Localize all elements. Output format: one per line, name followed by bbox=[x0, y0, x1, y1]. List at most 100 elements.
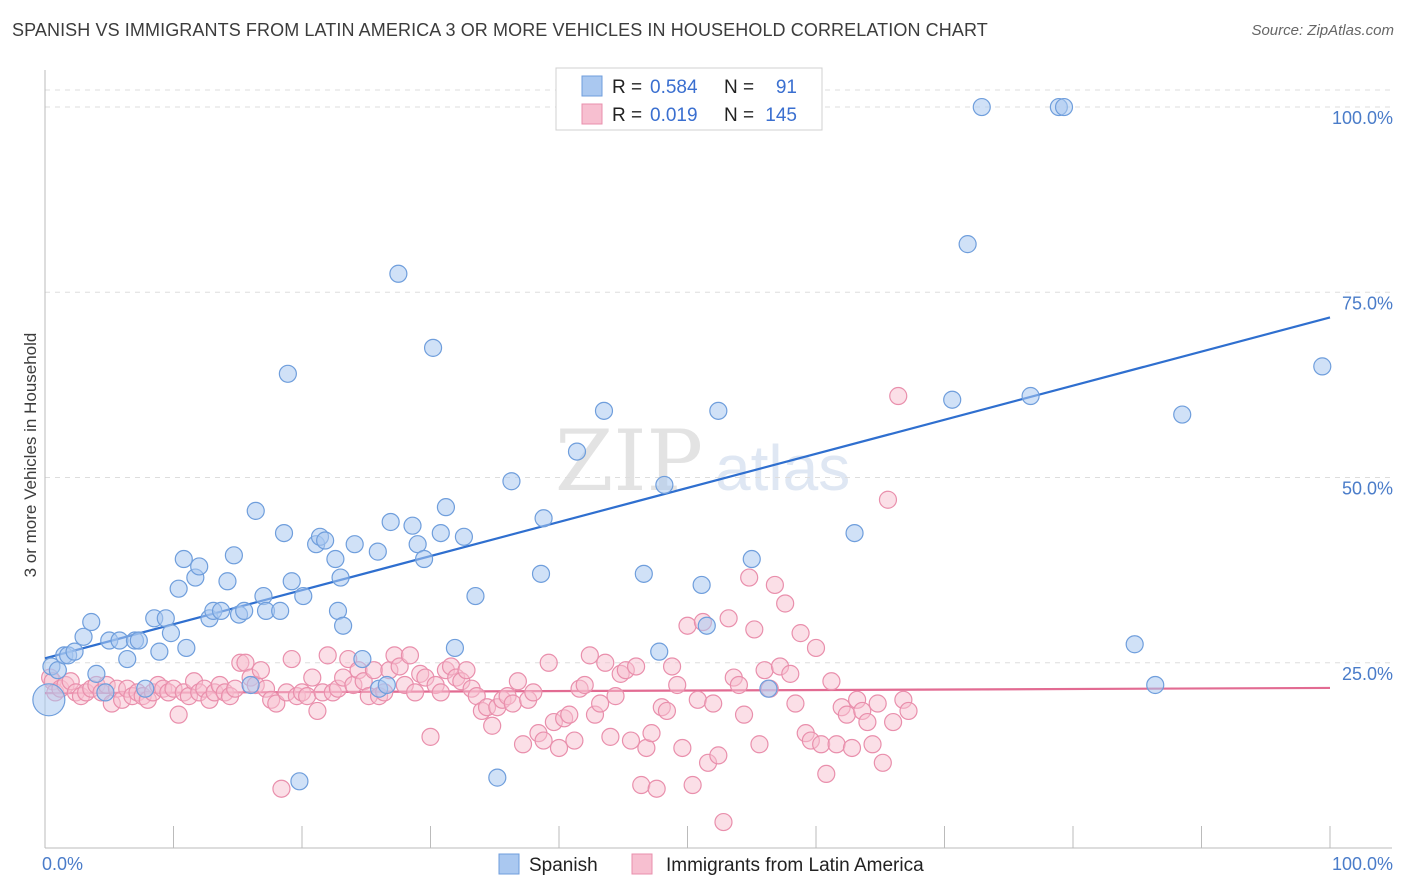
spanish-point bbox=[488, 768, 507, 787]
spanish-point bbox=[650, 642, 669, 661]
latin-point bbox=[683, 775, 702, 795]
latin-point bbox=[765, 575, 784, 595]
latin-point bbox=[873, 753, 892, 772]
latin-point bbox=[272, 779, 291, 798]
bottom-legend-latin: Immigrants from Latin America bbox=[666, 855, 924, 876]
latin-point bbox=[431, 683, 450, 702]
spanish-point bbox=[345, 535, 364, 554]
latin-point bbox=[298, 687, 317, 706]
axes bbox=[44, 70, 1392, 849]
spanish-point bbox=[759, 679, 778, 698]
tick-labels: 25.0% 50.0% 75.0% 100.0% 0.0% 100.0% bbox=[42, 108, 1393, 874]
latin-point bbox=[740, 568, 759, 587]
y-tick-label: 100.0% bbox=[1332, 108, 1393, 128]
latin-point bbox=[282, 649, 301, 669]
spanish-point bbox=[82, 612, 101, 632]
spanish-point bbox=[169, 579, 188, 598]
spanish-point bbox=[96, 683, 115, 702]
legend-r-value-spanish: 0.584 bbox=[650, 77, 698, 98]
spanish-point bbox=[177, 638, 196, 658]
spanish-point bbox=[531, 564, 551, 583]
spanish-point bbox=[414, 549, 434, 569]
spanish-point bbox=[403, 516, 422, 535]
spanish-point bbox=[368, 542, 387, 561]
latin-point bbox=[678, 616, 697, 635]
spanish-point bbox=[278, 364, 297, 383]
bottom-legend-swatch-latin bbox=[631, 853, 653, 875]
spanish-point bbox=[235, 601, 254, 620]
spanish-point bbox=[431, 523, 450, 543]
latin-point bbox=[842, 738, 862, 758]
latin-point bbox=[822, 672, 841, 691]
spanish-point bbox=[271, 601, 290, 620]
spanish-point bbox=[1146, 675, 1165, 695]
spanish-point bbox=[655, 475, 674, 495]
spanish-point bbox=[692, 575, 711, 595]
latin-point bbox=[704, 694, 723, 713]
latin-point bbox=[580, 646, 599, 665]
spanish-point bbox=[254, 586, 273, 606]
spanish-point bbox=[567, 442, 587, 461]
latin-point bbox=[776, 594, 795, 613]
legend-r-label-latin: R = bbox=[612, 105, 642, 126]
latin-point bbox=[626, 657, 646, 676]
spanish-point bbox=[326, 549, 345, 569]
spanish-point bbox=[246, 501, 265, 520]
latin-point bbox=[513, 735, 533, 754]
latin-point bbox=[883, 712, 903, 732]
latin-point bbox=[642, 724, 661, 743]
latin-point bbox=[786, 694, 805, 713]
latin-point bbox=[688, 690, 707, 709]
latin-point bbox=[632, 775, 651, 795]
latin-point bbox=[719, 609, 738, 628]
spanish-point bbox=[1173, 405, 1192, 424]
spanish-point bbox=[241, 675, 260, 695]
spanish-point bbox=[334, 616, 353, 635]
spanish-point bbox=[150, 642, 169, 661]
latin-point bbox=[673, 738, 692, 758]
chart-title: SPANISH VS IMMIGRANTS FROM LATIN AMERICA… bbox=[12, 20, 988, 40]
spanish-point bbox=[709, 401, 728, 420]
latin-point bbox=[524, 683, 543, 702]
spanish-point bbox=[224, 546, 243, 565]
spanish-point bbox=[87, 664, 106, 683]
latin-point bbox=[750, 735, 769, 754]
latin-point bbox=[858, 712, 877, 732]
spanish-point bbox=[136, 679, 155, 698]
y-axis-label: 3 or more Vehicles in Household bbox=[21, 333, 40, 578]
spanish-point bbox=[845, 523, 864, 543]
latin-point bbox=[390, 657, 409, 676]
latin-point bbox=[508, 672, 527, 691]
spanish-point bbox=[211, 601, 231, 620]
spanish-point bbox=[454, 527, 474, 546]
legend-swatch-latin bbox=[581, 103, 603, 125]
spanish-point bbox=[129, 631, 148, 650]
latin-point bbox=[889, 386, 908, 406]
latin-point bbox=[539, 653, 558, 672]
latin-point bbox=[549, 738, 569, 758]
latin-point bbox=[878, 490, 898, 509]
latin-point bbox=[457, 661, 476, 680]
latin-point bbox=[405, 683, 425, 702]
spanish-point bbox=[65, 642, 84, 661]
spanish-point bbox=[1125, 635, 1144, 654]
spanish-point bbox=[958, 235, 977, 254]
x-tick-label-min: 0.0% bbox=[42, 854, 83, 874]
spanish-point bbox=[218, 572, 237, 591]
latin-point bbox=[575, 675, 594, 695]
latin-point bbox=[483, 716, 502, 735]
latin-point bbox=[827, 735, 846, 754]
latin-point bbox=[817, 764, 836, 784]
spanish-point bbox=[190, 557, 209, 576]
spanish-point bbox=[110, 631, 129, 650]
latin-point bbox=[534, 731, 553, 750]
legend-n-label-latin: N = bbox=[724, 105, 754, 126]
spanish-point bbox=[331, 568, 350, 587]
spanish-point bbox=[174, 549, 193, 569]
latin-point bbox=[734, 705, 754, 724]
spanish-point bbox=[353, 649, 372, 669]
latin-point bbox=[267, 694, 286, 713]
latin-point bbox=[560, 705, 579, 724]
correlation-legend: R = 0.584 N = 91 R = 0.019 N = 145 bbox=[555, 67, 823, 131]
legend-n-value-latin: 145 bbox=[765, 105, 797, 126]
